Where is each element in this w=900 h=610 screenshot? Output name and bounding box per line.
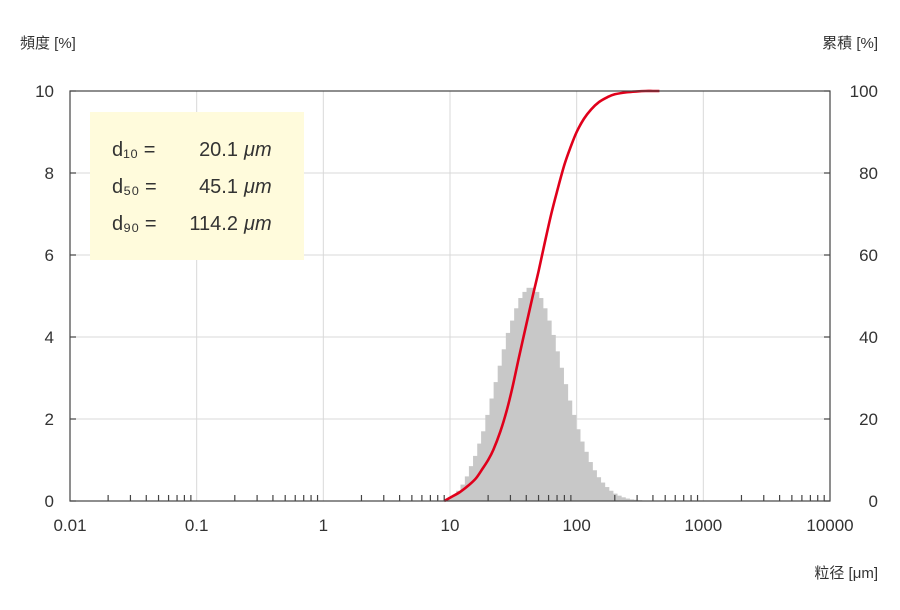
frequency-bar (559, 367, 564, 501)
frequency-bar (625, 498, 630, 501)
frequency-bar (596, 477, 602, 501)
stat-d90-value: 114.2 (189, 213, 238, 235)
stat-d50-unit: μm (243, 176, 272, 198)
x-tick-label: 100 (562, 516, 590, 535)
stat-d90-label: d₉₀ = (112, 213, 157, 235)
cumulative-curve (443, 89, 660, 503)
frequency-bar (608, 490, 614, 501)
x-axis-title: 粒径 [μm] (814, 565, 878, 582)
x-tick-label: 1 (319, 516, 328, 535)
y-left-tick-label: 4 (45, 328, 54, 347)
frequency-bar (542, 308, 548, 501)
frequency-bar (575, 429, 581, 501)
x-tick-label: 10 (441, 516, 460, 535)
x-tick-label: 0.1 (185, 516, 209, 535)
stats-box-background (90, 112, 304, 260)
frequency-bar (514, 308, 519, 501)
frequency-bar (584, 451, 589, 501)
x-axis-ticks: 0.01 0.1 1 10 100 1000 10000 (53, 495, 854, 535)
grid-lines (70, 91, 830, 501)
stat-d50: d₅₀ = 45.1 μm (112, 176, 272, 198)
frequency-bar (551, 334, 556, 501)
y-right-tick-label: 60 (859, 246, 878, 265)
y-right-tick-label: 100 (850, 82, 878, 101)
frequency-bar (604, 487, 610, 501)
frequency-bar (526, 287, 532, 501)
frequency-bar (530, 287, 536, 501)
frequency-bar (452, 494, 457, 501)
stats-box: d₁₀ = 20.1 μm d₅₀ = 45.1 μm d₉₀ = 114.2 … (90, 112, 304, 260)
frequency-bar (489, 398, 495, 501)
frequency-bar (538, 298, 544, 501)
frequency-bar (600, 482, 606, 501)
frequency-bar (580, 441, 585, 501)
y-right-tick-label: 0 (869, 492, 878, 511)
y-right-axis-title: 累積 [%] (822, 35, 878, 52)
y-right-tick-label: 40 (859, 328, 878, 347)
stat-d90: d₉₀ = 114.2 μm (112, 213, 272, 235)
x-tick-label: 0.01 (53, 516, 86, 535)
frequency-bar (567, 400, 573, 501)
frequency-bar (555, 351, 560, 501)
stat-d90-unit: μm (243, 213, 272, 235)
y-left-tick-label: 10 (35, 82, 54, 101)
stat-d10: d₁₀ = 20.1 μm (112, 139, 272, 161)
stat-d10-value: 20.1 (199, 139, 238, 161)
frequency-bar (534, 291, 540, 501)
frequency-bar (629, 499, 635, 501)
y-right-tick-label: 80 (859, 164, 878, 183)
frequency-bar (510, 320, 515, 501)
stat-d50-value: 45.1 (199, 176, 238, 198)
y-left-axis-title: 頻度 [%] (20, 35, 76, 52)
frequency-bar (460, 484, 466, 501)
frequency-bar (522, 291, 527, 501)
frequency-bar (518, 298, 523, 501)
y-right-tick-label: 20 (859, 410, 878, 429)
frequency-histogram (444, 287, 651, 501)
frequency-bar (588, 462, 593, 501)
x-tick-label: 1000 (684, 516, 722, 535)
frequency-bar (456, 490, 461, 501)
frequency-bar (633, 499, 639, 501)
y-left-tick-label: 8 (45, 164, 54, 183)
stat-d10-unit: μm (243, 139, 272, 161)
frequency-bar (592, 470, 597, 501)
frequency-bar (621, 497, 626, 501)
frequency-bar (485, 414, 490, 501)
y-left-tick-label: 0 (45, 492, 54, 511)
y-left-tick-label: 2 (45, 410, 54, 429)
stat-d50-label: d₅₀ = (112, 176, 157, 198)
frequency-bar (464, 476, 470, 501)
frequency-bar (563, 384, 569, 501)
frequency-bar (617, 495, 622, 501)
stat-d10-label: d₁₀ = (112, 139, 155, 161)
frequency-bar (505, 332, 511, 501)
frequency-bar (547, 320, 552, 501)
frequency-bar (501, 349, 507, 501)
plot-frame (69, 90, 831, 502)
frequency-bar (571, 414, 577, 501)
x-tick-label: 10000 (806, 516, 853, 535)
y-left-tick-label: 6 (45, 246, 54, 265)
